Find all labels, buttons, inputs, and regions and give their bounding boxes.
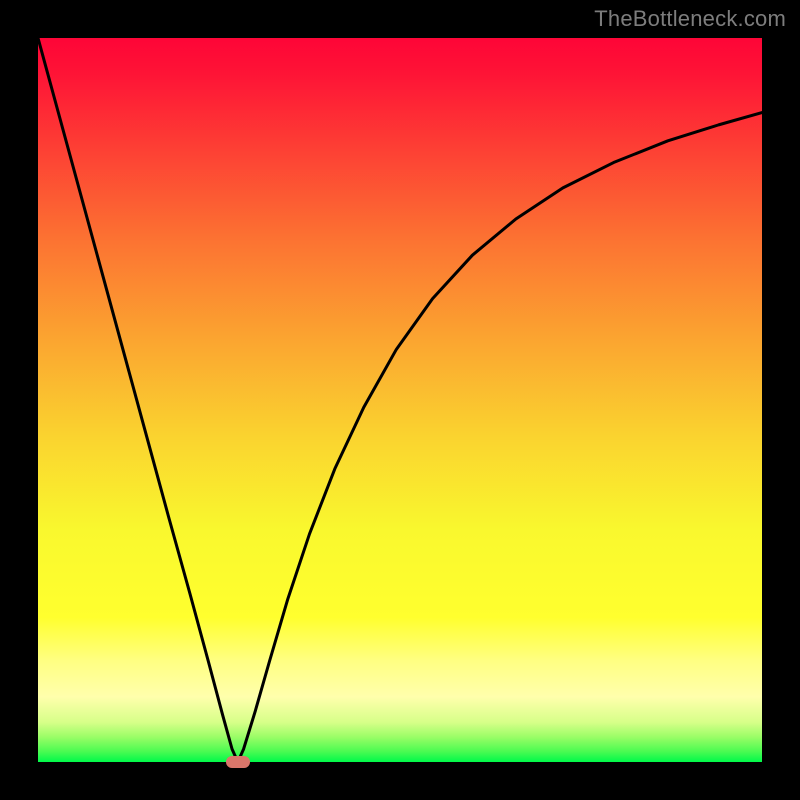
- minimum-marker: [226, 756, 251, 768]
- curve-layer: [38, 38, 762, 762]
- watermark-text: TheBottleneck.com: [594, 6, 786, 32]
- plot-area: [38, 38, 762, 762]
- bottleneck-curve: [38, 38, 762, 762]
- chart-frame: TheBottleneck.com: [0, 0, 800, 800]
